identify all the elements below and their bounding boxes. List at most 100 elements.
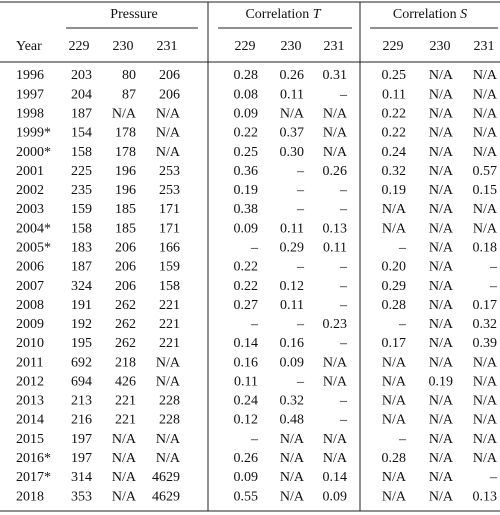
cell: 191 [71,298,92,313]
group-label: Pressure [110,7,157,22]
cell: – [489,279,498,294]
cell: 0.23 [323,317,348,332]
cell: – [250,317,259,332]
cell: N/A [156,106,181,121]
cell: 0.15 [473,183,498,198]
group-header: Pressure [110,7,157,22]
cell: 0.11 [323,240,347,255]
column-header: 231 [324,39,345,54]
cell: 0.11 [280,298,304,313]
cell: 0.31 [323,68,348,83]
cell: N/A [156,432,181,447]
cell: 0.11 [234,374,258,389]
cell: 262 [115,298,136,313]
year-cell: 1996 [16,68,44,83]
cell: N/A [429,183,454,198]
cell: N/A [156,145,181,160]
cell: 0.26 [280,68,305,83]
cell: 0.11 [280,221,304,236]
cell: N/A [473,126,498,141]
cell: N/A [156,355,181,370]
cell: 185 [115,202,136,217]
cell: 0.48 [280,413,305,428]
cell: 159 [71,202,92,217]
cell: 187 [71,260,92,275]
cell: 218 [115,355,136,370]
cell: 185 [115,221,136,236]
cell: 206 [159,87,180,102]
cell: 0.08 [234,87,259,102]
cell: 0.30 [280,145,305,160]
cell: 253 [159,183,180,198]
cell: N/A [429,451,454,466]
cell: N/A [382,470,407,485]
cell: 154 [71,126,92,141]
cell: N/A [429,336,454,351]
cell: 0.22 [234,260,259,275]
cell: – [339,260,348,275]
cell: 0.32 [382,164,407,179]
group-symbol: S [460,7,467,22]
cell: 262 [115,317,136,332]
cell: 204 [71,87,92,102]
cell: 0.09 [323,489,348,504]
cell: 0.32 [280,394,305,409]
cell: 0.37 [280,126,305,141]
cell: – [339,336,348,351]
year-cell: 2005* [16,240,51,255]
cell: N/A [429,87,454,102]
cell: N/A [280,470,305,485]
cell: N/A [429,126,454,141]
cell: 183 [71,240,92,255]
cell: 221 [115,413,136,428]
cell: 216 [71,413,92,428]
cell: 0.28 [234,68,259,83]
cell: N/A [429,145,454,160]
cell: 4629 [152,470,180,485]
cell: 0.17 [382,336,407,351]
cell: N/A [429,432,454,447]
group-header: Correlation S [393,7,467,22]
cell: – [296,260,305,275]
cell: 171 [159,202,180,217]
year-cell: 1999* [16,126,51,141]
cell: N/A [323,355,348,370]
cell: 0.25 [382,68,407,83]
year-cell: 2013 [16,394,44,409]
cell: 692 [71,355,92,370]
cell: 0.29 [280,240,305,255]
cell: 0.22 [234,126,259,141]
cell: – [296,183,305,198]
cell: 213 [71,394,92,409]
cell: N/A [156,374,181,389]
cell: 206 [159,68,180,83]
cell: 235 [71,183,92,198]
cell: N/A [473,87,498,102]
cell: 0.11 [280,87,304,102]
column-header: 230 [113,39,134,54]
cell: – [339,202,348,217]
cell: 0.11 [382,87,406,102]
year-cell: 2011 [16,355,43,370]
cell: N/A [429,470,454,485]
cell: N/A [382,202,407,217]
year-cell: 2009 [16,317,44,332]
cell: 0.26 [323,164,348,179]
cell: N/A [323,126,348,141]
cell: 0.22 [382,106,407,121]
cell: 228 [159,394,180,409]
cell: 0.36 [234,164,259,179]
cell: 0.55 [234,489,259,504]
cell: 0.20 [382,260,407,275]
cell: – [339,279,348,294]
cell: 0.32 [473,317,498,332]
cell: N/A [429,317,454,332]
cell: N/A [112,489,137,504]
cell: 196 [115,183,136,198]
cell: N/A [382,374,407,389]
cell: 0.25 [234,145,259,160]
cell: N/A [429,106,454,121]
cell: 0.27 [234,298,259,313]
year-cell: 2001 [16,164,44,179]
